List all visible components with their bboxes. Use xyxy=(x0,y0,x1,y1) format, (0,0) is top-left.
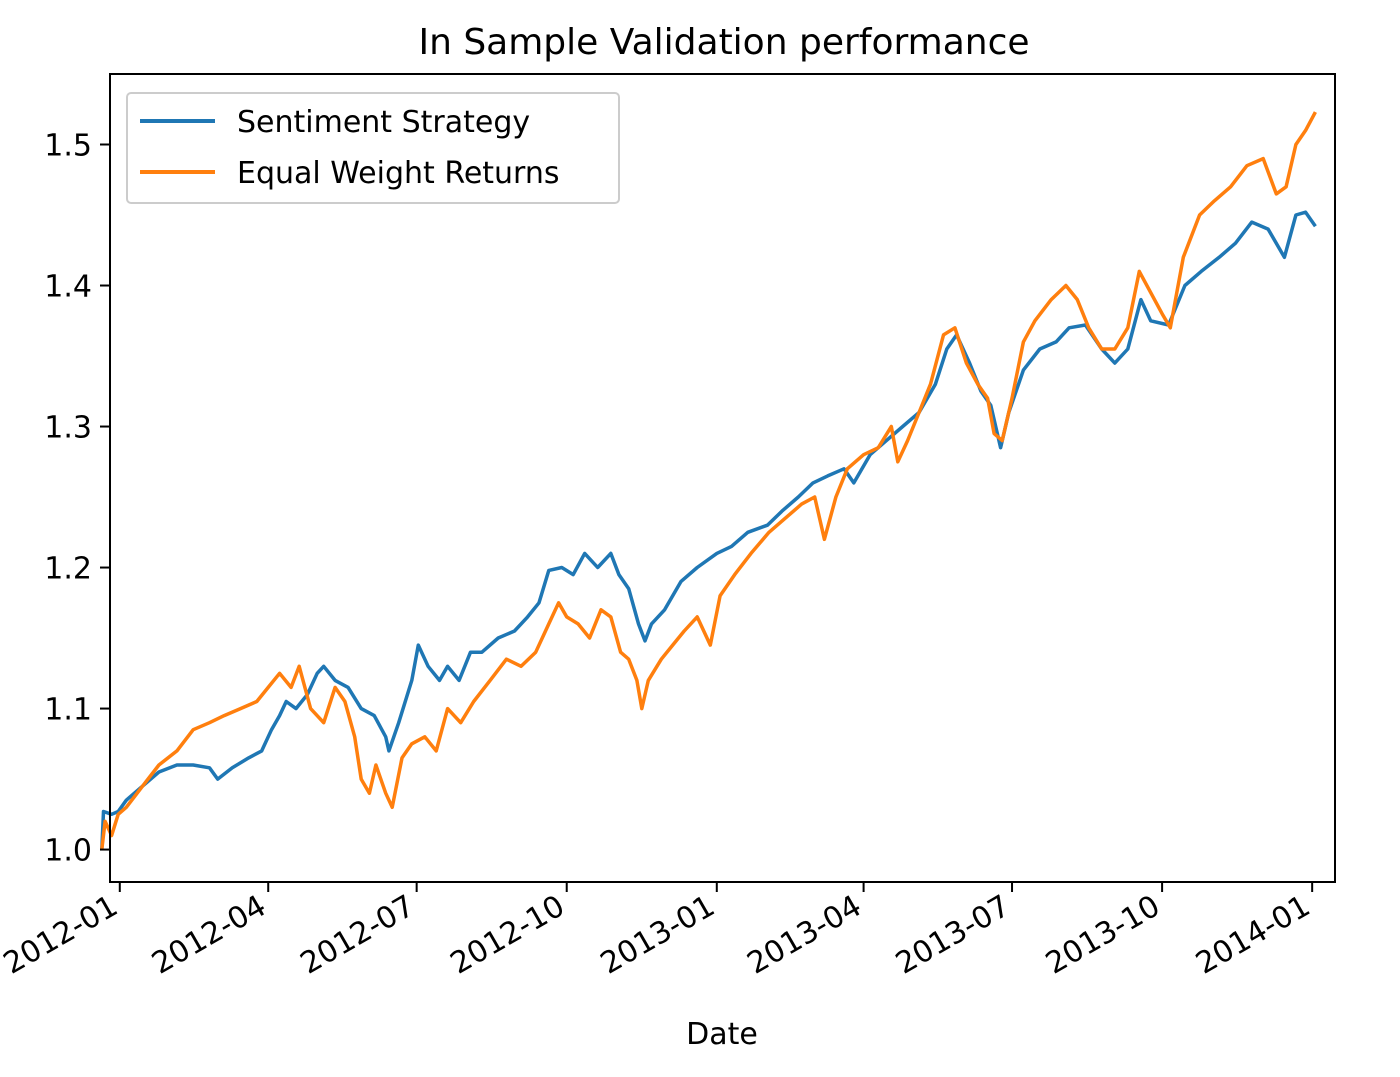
y-tick-label: 1.5 xyxy=(44,129,92,164)
series-line-sentiment-strategy xyxy=(100,210,1317,850)
legend-label-equal-weight-returns: Equal Weight Returns xyxy=(237,156,560,191)
y-tick-label: 1.4 xyxy=(44,270,92,305)
plot-area xyxy=(100,111,1317,850)
chart-title: In Sample Validation performance xyxy=(418,22,1029,63)
x-axis-label: Date xyxy=(686,1017,758,1052)
legend-label-sentiment-strategy: Sentiment Strategy xyxy=(237,105,530,140)
y-tick-label: 1.0 xyxy=(44,834,92,869)
legend: Sentiment Strategy Equal Weight Returns xyxy=(126,92,620,204)
y-tick-label: 1.1 xyxy=(44,693,92,728)
series-line-equal-weight-returns xyxy=(100,111,1317,850)
y-tick-label: 1.3 xyxy=(44,411,92,446)
plot-frame xyxy=(109,73,1336,883)
legend-box xyxy=(126,92,620,204)
y-tick-label: 1.2 xyxy=(44,552,92,587)
